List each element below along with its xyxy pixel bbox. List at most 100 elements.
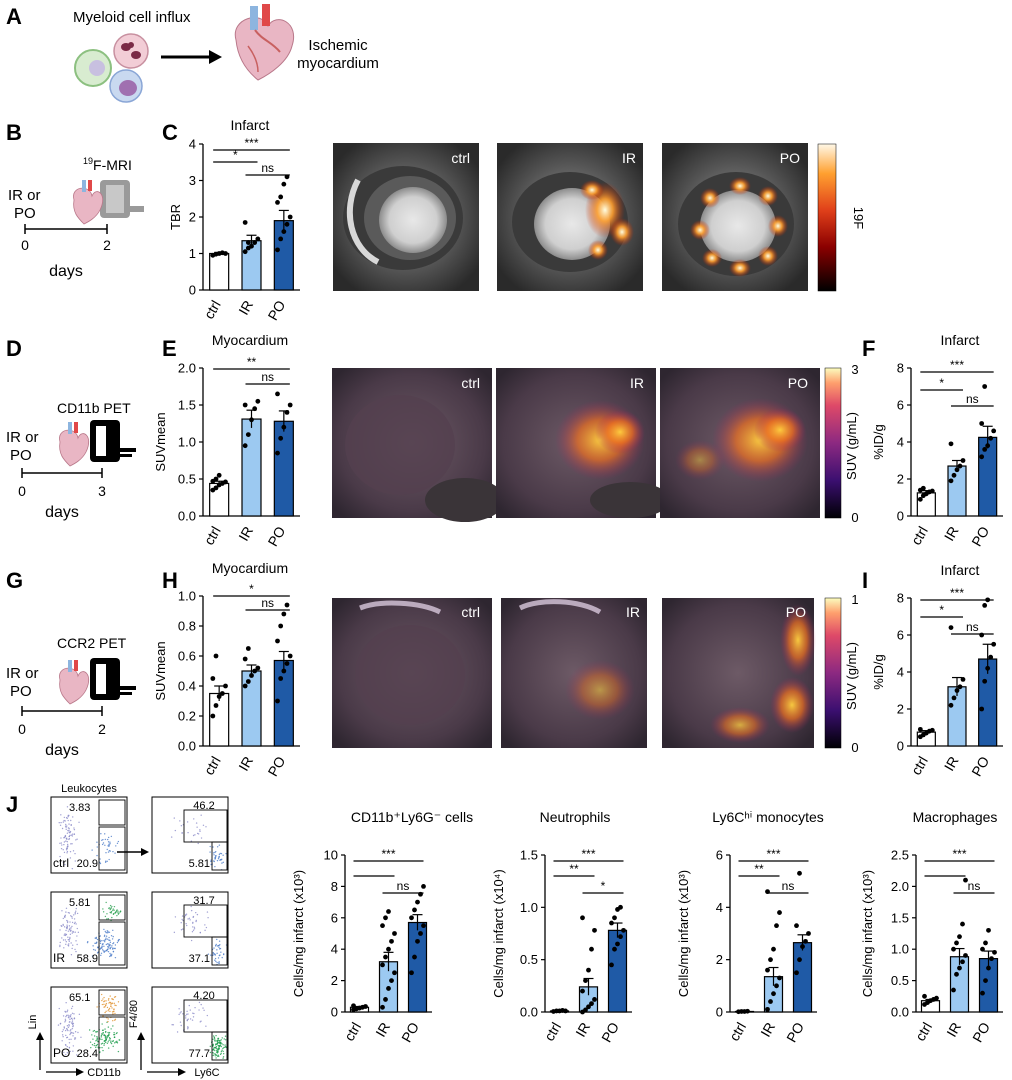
event-dot [109, 1010, 111, 1013]
data-point [383, 954, 388, 960]
event-dot [215, 1034, 217, 1037]
mri-image-ir: IR [497, 143, 643, 291]
event-dot [107, 845, 109, 847]
event-dot [212, 852, 215, 854]
event-dot [67, 827, 70, 829]
event-dot [214, 865, 216, 868]
significance-label: ns [968, 879, 981, 893]
event-dot [76, 912, 79, 915]
data-point [281, 424, 287, 430]
event-dot [111, 953, 113, 956]
event-dot [111, 916, 113, 919]
event-dot [72, 914, 75, 916]
event-dot [109, 904, 112, 907]
y-tick-label: 0 [331, 1005, 338, 1020]
event-dot [61, 844, 63, 846]
event-dot [62, 1015, 65, 1017]
event-dot [222, 1057, 224, 1059]
timeline-end: 3 [98, 483, 106, 499]
heart-illustration [234, 4, 295, 81]
event-dot [103, 996, 105, 999]
event-dot [66, 1009, 69, 1011]
bar [273, 420, 294, 517]
data-point [275, 450, 280, 456]
event-dot [220, 951, 222, 953]
data-point [954, 467, 960, 473]
event-dot [101, 1046, 103, 1049]
event-dot [89, 1041, 92, 1043]
y-axis-label: Cells/mg infarct (x10³) [676, 870, 691, 997]
data-point [287, 214, 293, 220]
data-point [380, 1004, 385, 1010]
event-dot [73, 918, 76, 920]
pet-image-ctrl: ctrl [332, 368, 505, 522]
plot-frame [50, 891, 128, 969]
event-dot [68, 1017, 70, 1019]
gate-arrow-head [141, 848, 149, 856]
gate-percentage: 58.9 [77, 953, 98, 965]
event-dot [198, 1001, 201, 1004]
event-dot [101, 1023, 103, 1025]
x-tick-label: PO [264, 523, 288, 549]
event-dot [110, 954, 113, 957]
data-point [982, 603, 988, 608]
event-dot [106, 943, 109, 945]
event-dot [62, 1029, 65, 1031]
event-dot [101, 843, 104, 846]
event-dot [178, 1013, 180, 1016]
x-tick-label: ctrl [201, 754, 224, 778]
flow-plot-f480-ly6c: 46.2 5.81 [151, 796, 229, 874]
event-dot [181, 832, 183, 834]
event-dot [68, 925, 71, 927]
event-dot [212, 1035, 215, 1037]
event-dot [71, 1032, 73, 1034]
data-point [979, 454, 985, 460]
event-dot [70, 843, 72, 845]
event-dot [60, 847, 63, 850]
significance-label: * [601, 879, 606, 893]
event-dot [102, 908, 104, 910]
gate-percentage: 20.9 [77, 858, 98, 870]
event-dot [60, 821, 62, 824]
event-dot [117, 840, 120, 843]
event-dot [66, 806, 69, 808]
significance-label: ** [569, 862, 579, 876]
data-point [249, 243, 254, 249]
event-dot [216, 859, 219, 862]
colorbar-label: SUV (g/mL) [844, 642, 859, 710]
event-dot [189, 1009, 191, 1011]
event-dot [212, 954, 214, 957]
event-dot [65, 933, 68, 936]
event-dot [74, 860, 76, 862]
event-dot [107, 918, 110, 920]
event-dot [71, 867, 74, 870]
event-dot [70, 1014, 72, 1016]
event-dot [96, 946, 99, 948]
data-point [960, 458, 966, 463]
event-dot [101, 939, 103, 942]
event-dot [92, 945, 94, 947]
event-dot [219, 1042, 221, 1044]
event-dot [215, 1045, 218, 1048]
panel-letter: B [6, 120, 22, 145]
event-dot [103, 945, 105, 948]
data-point [383, 997, 388, 1002]
data-point [621, 927, 626, 933]
event-dot [64, 836, 67, 838]
event-dot [67, 829, 69, 832]
event-dot [70, 929, 72, 932]
event-dot [69, 937, 71, 940]
event-dot [107, 836, 110, 839]
y-axis-label: SUVmean [153, 641, 168, 700]
event-dot [190, 939, 193, 942]
x-tick-label: ctrl [341, 1020, 364, 1044]
event-dot [221, 956, 223, 959]
event-dot [104, 1028, 106, 1030]
event-dot [59, 941, 61, 944]
event-dot [106, 1006, 109, 1009]
colorbar-max: 1 [851, 592, 858, 607]
event-dot [73, 1018, 76, 1020]
event-dot [103, 1034, 106, 1036]
heart-small-icon [59, 660, 90, 705]
event-dot [96, 941, 98, 943]
